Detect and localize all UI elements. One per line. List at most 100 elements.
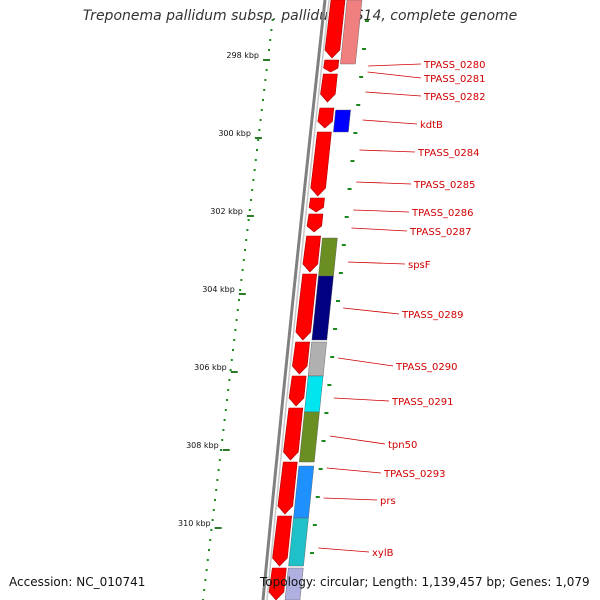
leader-line (356, 181, 412, 185)
leader-line (368, 63, 422, 67)
leader-line (318, 547, 370, 553)
gene-arrows (268, 0, 346, 600)
outer-tick (321, 440, 326, 442)
cog-blocks (284, 0, 363, 600)
backbone-line (261, 0, 327, 600)
gc-dot (221, 439, 224, 441)
gc-dot (265, 69, 268, 71)
outer-tick (362, 48, 367, 50)
gene-label-TPASS_0282: TPASS_0282 (423, 92, 485, 103)
map-title: Treponema pallidum subsp. pallidum SS14,… (82, 8, 518, 24)
gc-dot (250, 199, 252, 201)
gc-dot (238, 299, 240, 301)
gc-dot (263, 89, 266, 91)
gc-dot (228, 379, 231, 381)
accession-text: Accession: NC_010741 (9, 575, 146, 589)
leader-line (359, 149, 416, 153)
gc-dot (247, 219, 250, 221)
scale-ticks: 298 kbp 300 kbp 302 kbp 304 kbp 306 kbp 308 k… (178, 51, 271, 529)
outer-tick (350, 160, 355, 162)
gc-dot (264, 79, 267, 81)
gene-arrow-6 (308, 197, 325, 213)
outer-tick (344, 216, 349, 218)
gc-dot (224, 409, 227, 411)
gene-arrow-3 (320, 73, 338, 103)
gc-dot (251, 189, 254, 191)
gc-dot (222, 429, 225, 431)
gene-arrow-4 (317, 107, 335, 129)
gc-dot (245, 239, 248, 241)
gc-dot (260, 109, 263, 111)
gc-dot (226, 399, 228, 401)
gc-dot (270, 29, 273, 31)
gc-dot (216, 479, 219, 481)
leader-line (362, 119, 418, 125)
outer-tick (356, 104, 361, 106)
leader-line (326, 467, 382, 474)
gc-dot (212, 509, 215, 511)
gene-label-kdtB: kdtB (420, 120, 443, 131)
gc-dot (223, 419, 226, 421)
outer-tick (318, 468, 323, 470)
outer-tick (324, 412, 329, 414)
gene-arrow-15 (268, 567, 287, 600)
outer-tick (336, 300, 340, 302)
gene-arrow-11 (288, 375, 307, 407)
cog-block-4 (311, 275, 334, 341)
scale-tick-label: 300 kbp (218, 129, 251, 138)
gc-dot (258, 129, 261, 131)
gene-label-spsF: spsF (408, 260, 431, 271)
gc-dot (230, 359, 233, 361)
gene-label-prs: prs (380, 496, 396, 507)
gene-label-TPASS_0286: TPASS_0286 (411, 208, 473, 219)
scale-tick-label: 298 kbp (226, 51, 259, 60)
gc-dot (229, 369, 232, 371)
gc-dot (246, 229, 249, 231)
cog-block-6 (304, 375, 324, 413)
backbone (261, 0, 330, 600)
gc-dot (208, 549, 210, 551)
gc-dot (248, 209, 251, 211)
outer-tick (312, 524, 317, 526)
gene-arrow-7 (306, 213, 324, 233)
cog-block-7 (299, 411, 320, 463)
gene-label-TPASS_0293: TPASS_0293 (383, 469, 445, 480)
gc-dot (227, 389, 230, 391)
scale-tick-label: 306 kbp (194, 363, 227, 372)
gc-dot (269, 39, 272, 41)
outer-tick (364, 20, 369, 22)
gene-labels: TPASS_0280 TPASS_0281 TPASS_0282 kdtB TPASS_… (318, 60, 485, 559)
gene-label-TPASS_0285: TPASS_0285 (413, 180, 475, 191)
outer-tick (353, 132, 358, 134)
gene-label-xylB: xylB (372, 548, 394, 559)
outer-tick (327, 384, 332, 386)
leader-line (351, 227, 408, 232)
cog-block-1 (340, 0, 363, 65)
leader-line (337, 357, 394, 367)
outer-tick (315, 496, 320, 498)
cog-block-9 (288, 517, 309, 567)
gene-arrow-5 (310, 131, 332, 197)
cog-block-2 (333, 109, 351, 133)
gc-dot (205, 569, 208, 571)
gc-dot (236, 309, 239, 311)
gene-label-TPASS_0291: TPASS_0291 (391, 397, 453, 408)
gc-dot (206, 559, 209, 561)
gene-label-TPASS_0280: TPASS_0280 (423, 60, 485, 71)
leader-line (323, 497, 378, 501)
gc-dot (215, 489, 218, 491)
gc-dot (209, 539, 212, 541)
gc-dot (220, 449, 222, 451)
leader-line (347, 261, 406, 265)
gc-dot (240, 279, 243, 281)
gc-dot (252, 179, 255, 181)
gc-dots (202, 19, 369, 600)
gc-dot (218, 459, 221, 461)
outer-tick (333, 328, 338, 330)
gc-dot (233, 339, 236, 341)
gene-arrow-1 (324, 0, 346, 59)
leader-line (329, 435, 386, 445)
gc-dot (239, 289, 242, 291)
cog-block-5 (307, 341, 327, 377)
